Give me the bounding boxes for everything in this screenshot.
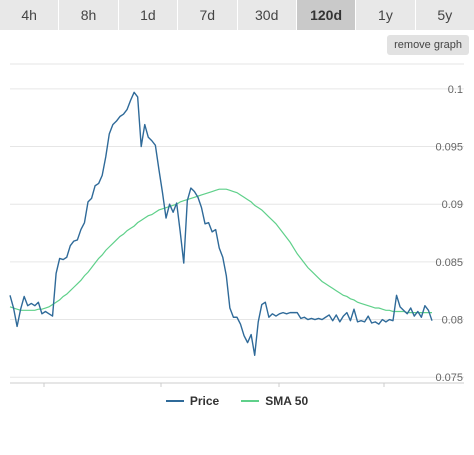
- y-tick-label: 0.09: [442, 199, 463, 211]
- tab-120d[interactable]: 120d: [296, 0, 357, 30]
- tab-4h[interactable]: 4h: [0, 0, 60, 30]
- series-line-sma-50: [9, 188, 432, 314]
- y-tick-label: 0.1: [448, 84, 463, 96]
- y-tick-label: 0.085: [435, 257, 463, 269]
- tab-7d[interactable]: 7d: [178, 0, 238, 30]
- y-axis-tick-labels: 0.075 0.08 0.085 0.09 0.095 0.1: [435, 84, 463, 384]
- tab-5y[interactable]: 5y: [415, 0, 474, 30]
- y-tick-label: 0.095: [435, 142, 463, 154]
- timeframe-tabbar: 4h 8h 1d 7d 30d 120d 1y 5y: [0, 0, 474, 30]
- legend-item-sma-50[interactable]: SMA 50: [241, 394, 308, 408]
- tab-30d[interactable]: 30d: [237, 0, 297, 30]
- legend-label-sma-50: SMA 50: [265, 394, 309, 408]
- legend-item-price[interactable]: Price: [165, 394, 220, 408]
- price-chart: 0.075 0.08 0.085 0.09 0.095 0.1 Dec '25Jan '2…: [9, 63, 464, 387]
- grid-lines: [10, 63, 464, 378]
- legend-swatch-sma-50: [241, 400, 260, 402]
- x-axis-tick-labels: Dec '25Jan '26Feb '26Mar '26: [43, 383, 385, 387]
- y-tick-label: 0.075: [435, 372, 463, 384]
- tab-8h[interactable]: 8h: [59, 0, 119, 30]
- legend-swatch-price: [165, 400, 184, 402]
- series-line-price: [9, 91, 433, 357]
- y-tick-label: 0.08: [442, 315, 463, 327]
- tab-1y[interactable]: 1y: [356, 0, 416, 30]
- tab-1d[interactable]: 1d: [118, 0, 179, 30]
- legend-label-price: Price: [189, 394, 220, 408]
- chart-legend: Price SMA 50: [0, 394, 474, 408]
- remove-graph-button[interactable]: remove graph: [387, 35, 469, 55]
